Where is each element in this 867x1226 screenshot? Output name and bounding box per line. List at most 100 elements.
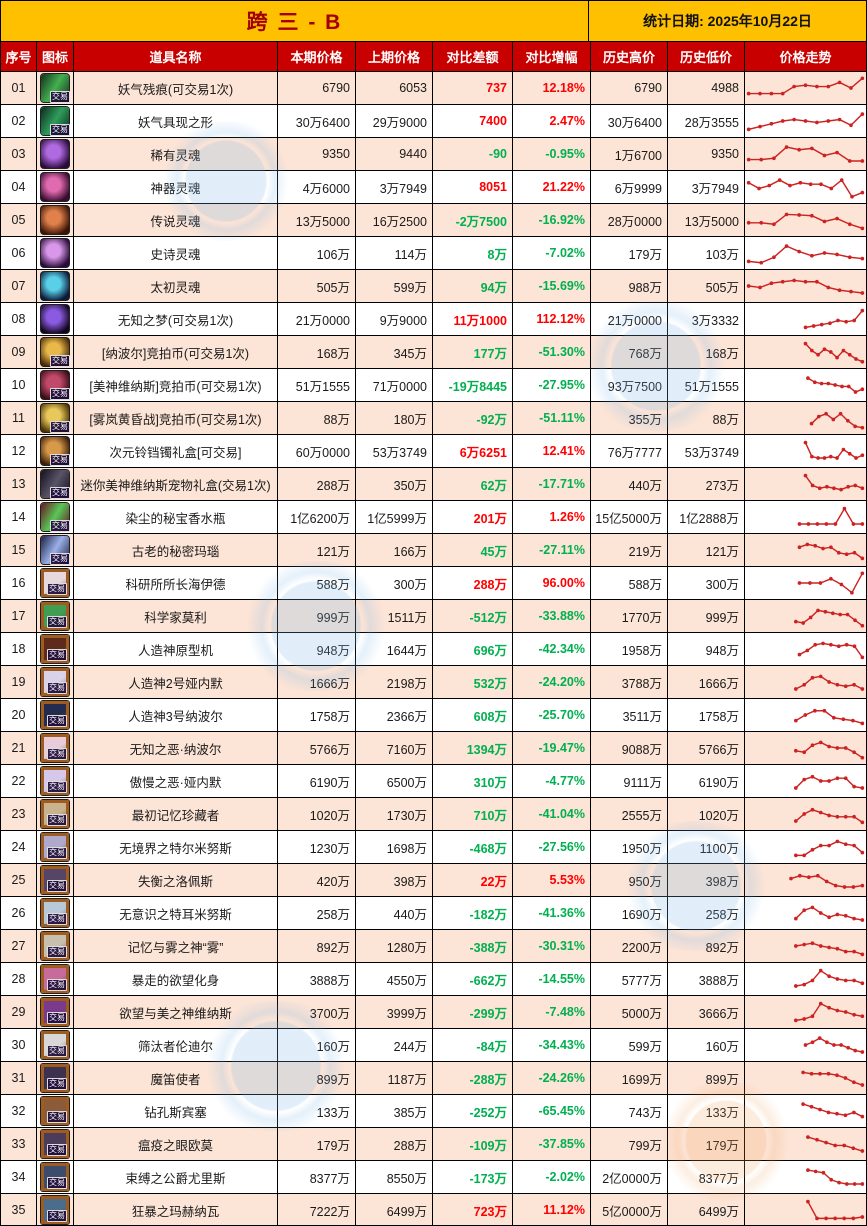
- price-diff: 11万1000: [433, 303, 513, 335]
- price-trend-sparkline: [794, 968, 865, 988]
- current-price: 1230万: [278, 831, 356, 863]
- history-high: 588万: [591, 567, 668, 599]
- item-name: 古老的秘密玛瑙: [74, 534, 278, 566]
- table-row: 29 交易 欲望与美之神维纳斯 3700万 3999万 -299万 -7.48% 5000万 3…: [1, 996, 866, 1029]
- row-index: 13: [1, 468, 37, 500]
- history-low: 9350: [668, 138, 745, 170]
- icon-cell: 交易: [37, 468, 74, 500]
- history-low: 1100万: [668, 831, 745, 863]
- history-low: 8377万: [668, 1161, 745, 1193]
- current-price: 160万: [278, 1029, 356, 1061]
- row-index: 10: [1, 369, 37, 401]
- current-price: 505万: [278, 270, 356, 302]
- history-high: 1770万: [591, 600, 668, 632]
- tradeable-badge: 交易: [50, 487, 70, 499]
- icon-cell: 交易: [37, 402, 74, 434]
- row-index: 19: [1, 666, 37, 698]
- history-high: 3511万: [591, 699, 668, 731]
- price-change-pct: -14.55%: [513, 963, 591, 995]
- history-low: 51万1555: [668, 369, 745, 401]
- page-title: 跨 三 - B: [1, 1, 589, 41]
- previous-price: 7160万: [356, 732, 433, 764]
- table-row: 04 神器灵魂 4万6000 3万7949 8051 21.22% 6万9999 3万7949: [1, 171, 866, 204]
- price-change-pct: -27.95%: [513, 369, 591, 401]
- trend-cell: [745, 501, 866, 533]
- trend-cell: [745, 897, 866, 929]
- current-price: 1亿6200万: [278, 501, 356, 533]
- price-change-pct: -34.43%: [513, 1029, 591, 1061]
- table-body: 01 交易 妖气残痕(可交易1次) 6790 6053 737 12.18% 6790 4988…: [1, 72, 866, 1225]
- price-trend-sparkline: [794, 740, 865, 760]
- history-low: 300万: [668, 567, 745, 599]
- icon-cell: 交易: [37, 699, 74, 731]
- row-index: 08: [1, 303, 37, 335]
- trend-cell: [745, 336, 866, 368]
- item-name: 束缚之公爵尤里斯: [74, 1161, 278, 1193]
- history-high: 743万: [591, 1095, 668, 1127]
- icon-cell: 交易: [37, 633, 74, 665]
- table-row: 07 太初灵魂 505万 599万 94万 -15.69% 988万 505万: [1, 270, 866, 303]
- previous-price: 385万: [356, 1095, 433, 1127]
- price-diff: 62万: [433, 468, 513, 500]
- history-low: 121万: [668, 534, 745, 566]
- item-name: 无知之梦(可交易1次): [74, 303, 278, 335]
- row-index: 06: [1, 237, 37, 269]
- previous-price: 1644万: [356, 633, 433, 665]
- row-index: 28: [1, 963, 37, 995]
- trend-cell: [745, 369, 866, 401]
- price-diff: -288万: [433, 1062, 513, 1094]
- trend-cell: [745, 732, 866, 764]
- current-price: 258万: [278, 897, 356, 929]
- price-trend-sparkline: [794, 608, 865, 628]
- item-name: 染尘的秘宝香水瓶: [74, 501, 278, 533]
- current-price: 1020万: [278, 798, 356, 830]
- previous-price: 114万: [356, 237, 433, 269]
- history-high: 9111万: [591, 765, 668, 797]
- price-change-pct: 12.41%: [513, 435, 591, 467]
- row-index: 22: [1, 765, 37, 797]
- price-trend-sparkline: [803, 308, 865, 330]
- row-index: 23: [1, 798, 37, 830]
- current-price: 420万: [278, 864, 356, 896]
- history-low: 3万3332: [668, 303, 745, 335]
- price-diff: -173万: [433, 1161, 513, 1193]
- item-name: [纳波尔]竞拍币(可交易1次): [74, 336, 278, 368]
- history-low: 28万3555: [668, 105, 745, 137]
- price-diff: 288万: [433, 567, 513, 599]
- item-icon: 交易: [41, 404, 70, 433]
- icon-cell: [37, 270, 74, 302]
- trend-cell: [745, 105, 866, 137]
- current-price: 30万6400: [278, 105, 356, 137]
- item-name: 傲慢之恶·娅内默: [74, 765, 278, 797]
- current-price: 5766万: [278, 732, 356, 764]
- item-name: 欲望与美之神维纳斯: [74, 996, 278, 1028]
- price-trend-sparkline: [803, 440, 865, 460]
- price-trend-sparkline: [806, 1199, 865, 1221]
- price-diff: -19万8445: [433, 369, 513, 401]
- icon-cell: [37, 303, 74, 335]
- previous-price: 288万: [356, 1128, 433, 1160]
- price-change-pct: 112.12%: [513, 303, 591, 335]
- item-name: 人造神3号纳波尔: [74, 699, 278, 731]
- price-diff: 8051: [433, 171, 513, 203]
- tradeable-badge: 交易: [47, 1210, 67, 1222]
- history-high: 5亿0000万: [591, 1194, 668, 1225]
- previous-price: 1730万: [356, 798, 433, 830]
- current-price: 51万1555: [278, 369, 356, 401]
- trend-cell: [745, 1128, 866, 1160]
- history-high: 2555万: [591, 798, 668, 830]
- history-high: 1690万: [591, 897, 668, 929]
- row-index: 16: [1, 567, 37, 599]
- tradeable-badge: 交易: [47, 814, 67, 826]
- row-index: 20: [1, 699, 37, 731]
- row-index: 02: [1, 105, 37, 137]
- row-index: 35: [1, 1194, 37, 1225]
- icon-cell: 交易: [37, 1128, 74, 1160]
- table-row: 34 交易 束缚之公爵尤里斯 8377万 8550万 -173万 -2.02% 2亿0000万…: [1, 1161, 866, 1194]
- column-header: 历史低价: [668, 42, 745, 71]
- row-index: 27: [1, 930, 37, 962]
- price-diff: 532万: [433, 666, 513, 698]
- trend-cell: [745, 138, 866, 170]
- item-icon: 交易: [41, 767, 69, 795]
- price-diff: -468万: [433, 831, 513, 863]
